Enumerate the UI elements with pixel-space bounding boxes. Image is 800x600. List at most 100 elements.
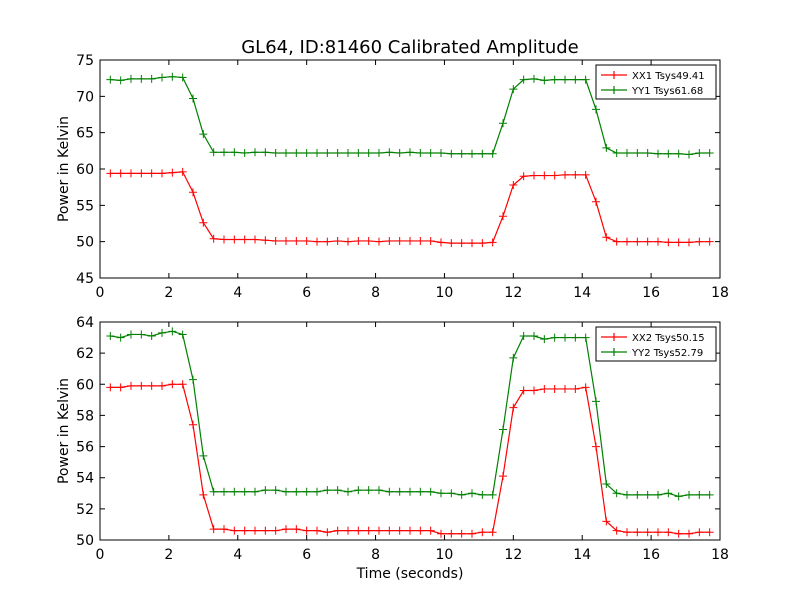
data-point <box>457 490 466 499</box>
data-point <box>364 149 373 158</box>
data-point <box>230 235 239 244</box>
data-point <box>209 525 218 534</box>
data-point <box>426 487 435 496</box>
legend-entry: XX1 Tsys49.41 <box>632 71 705 82</box>
data-point <box>561 384 569 393</box>
data-point <box>468 529 476 538</box>
data-point <box>116 76 125 85</box>
data-point <box>530 332 538 341</box>
data-point <box>251 235 259 244</box>
data-point <box>478 239 487 248</box>
data-point <box>209 487 218 496</box>
data-point <box>685 238 693 247</box>
y-tick-label: 65 <box>76 126 94 142</box>
data-point <box>271 149 280 158</box>
data-point <box>561 75 569 84</box>
x-tick-label: 2 <box>164 285 173 301</box>
data-point <box>612 489 621 498</box>
data-point <box>344 487 352 496</box>
data-point <box>240 526 249 535</box>
data-point <box>220 525 228 534</box>
data-point <box>147 332 156 341</box>
data-point <box>323 237 332 246</box>
data-point <box>158 381 166 390</box>
data-point <box>251 148 259 157</box>
data-point <box>654 528 662 537</box>
y-axis-label: Power in Kelvin <box>56 378 72 484</box>
data-point <box>488 149 497 158</box>
data-point <box>530 386 538 395</box>
legend-entry: XX2 Tsys50.15 <box>632 333 705 344</box>
data-point <box>416 526 425 535</box>
data-point <box>488 238 497 247</box>
data-point <box>385 148 394 157</box>
data-point <box>189 375 197 384</box>
data-point <box>695 237 704 246</box>
x-tick-label: 18 <box>711 285 729 301</box>
data-point <box>674 492 683 501</box>
y-tick-label: 52 <box>76 502 94 518</box>
data-point <box>540 171 549 180</box>
data-point <box>633 237 642 246</box>
data-point <box>437 238 445 247</box>
data-point <box>602 233 611 242</box>
data-point <box>623 528 631 537</box>
data-point <box>633 149 642 158</box>
legend-box <box>595 64 717 100</box>
data-point <box>354 236 363 245</box>
legend-swatch <box>601 86 627 94</box>
data-point <box>354 149 363 158</box>
data-point <box>416 149 425 158</box>
data-point <box>240 149 249 158</box>
data-point <box>302 149 311 158</box>
x-axis-label: Time (seconds) <box>356 566 464 582</box>
data-point <box>612 237 621 246</box>
x-tick-label: 4 <box>233 547 242 563</box>
data-point <box>457 149 466 158</box>
legend-entry: YY1 Tsys61.68 <box>631 86 703 97</box>
data-point <box>654 490 662 499</box>
data-point <box>364 526 373 535</box>
data-point <box>674 238 683 247</box>
data-point <box>488 528 497 537</box>
data-point <box>406 236 414 245</box>
x-tick-label: 18 <box>711 547 729 563</box>
data-point <box>654 237 662 246</box>
data-point <box>478 528 487 537</box>
data-point <box>643 237 652 246</box>
data-point <box>282 487 290 496</box>
data-point <box>178 330 187 339</box>
data-point <box>592 442 600 451</box>
y-tick-label: 64 <box>76 315 94 331</box>
data-point <box>406 526 414 535</box>
data-point <box>251 487 259 496</box>
data-point <box>240 235 249 244</box>
data-point <box>664 489 673 498</box>
data-point <box>685 490 693 499</box>
data-point <box>168 168 177 177</box>
data-point <box>406 487 414 496</box>
data-point <box>251 526 259 535</box>
data-point <box>664 238 673 247</box>
data-point <box>220 487 228 496</box>
top-panel: 0 2 4 6 8 10 12 14 16 18 45 50 55 60 65 70 75 Power in Ke… <box>56 53 729 301</box>
data-point <box>530 171 538 180</box>
x-tick-label: 14 <box>573 285 591 301</box>
data-point <box>292 487 301 496</box>
data-point <box>147 169 156 178</box>
data-point <box>137 74 146 83</box>
data-point <box>364 486 373 495</box>
data-point <box>478 149 487 158</box>
x-tick-label: 2 <box>164 547 173 563</box>
legend-box <box>595 326 717 362</box>
data-point <box>519 75 528 84</box>
data-point <box>540 76 549 85</box>
data-point <box>530 74 538 83</box>
data-point <box>705 149 714 158</box>
figure-title: GL64, ID:81460 Calibrated Amplitude <box>241 37 579 58</box>
data-point <box>292 236 301 245</box>
x-tick-label: 16 <box>642 547 660 563</box>
data-point <box>106 75 115 84</box>
data-point <box>437 149 445 158</box>
data-point <box>302 236 311 245</box>
